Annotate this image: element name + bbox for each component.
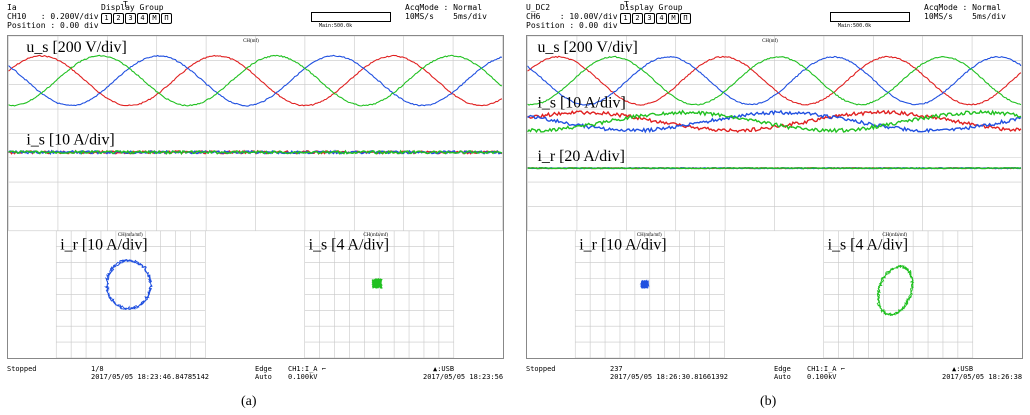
trigger-level: 0.100kV bbox=[288, 373, 318, 381]
label-is-xy: i_s [4 A/div] bbox=[828, 237, 908, 254]
sample-rate: 10MS/s 5ms/div bbox=[405, 12, 487, 21]
label-us: u_s [200 V/div] bbox=[26, 39, 126, 56]
scope-header: U_DC2 CH6 : 10.00V/div Position : 0.00 div… bbox=[522, 2, 1027, 36]
label-ir: i_r [20 A/div] bbox=[537, 148, 624, 165]
display-group-button-3[interactable]: 3 bbox=[644, 13, 655, 24]
channel-info: U_DC2 CH6 : 10.00V/div Position : 0.00 div bbox=[526, 3, 618, 30]
scope-panel-b: U_DC2 CH6 : 10.00V/div Position : 0.00 div… bbox=[522, 0, 1027, 415]
ir-phase-c-trace bbox=[528, 168, 1021, 169]
display-group: Display Group 1 2 3 4 M Π bbox=[101, 3, 172, 24]
label-us: u_s [200 V/div] bbox=[537, 39, 637, 56]
status-text: Stopped bbox=[526, 365, 556, 373]
trigger-level: 0.100kV bbox=[807, 373, 837, 381]
display-group-button-pi[interactable]: Π bbox=[680, 13, 691, 24]
acq-mode: AcqMode : Normal bbox=[924, 3, 1006, 12]
channel-position: Position : 0.00 div bbox=[7, 21, 99, 30]
display-group-button-1[interactable]: 1 bbox=[101, 13, 112, 24]
is-xy-trace bbox=[877, 265, 913, 315]
acquisition-info: AcqMode : Normal 10MS/s 5ms/div bbox=[924, 3, 1006, 21]
display-group-button-pi[interactable]: Π bbox=[161, 13, 172, 24]
channel-scale: CH6 : 10.00V/div bbox=[526, 12, 618, 21]
display-group-button-4[interactable]: 4 bbox=[137, 13, 148, 24]
figure-caption: (a) bbox=[241, 394, 257, 410]
math-label-top: CH(mf) bbox=[762, 39, 778, 44]
zoom-bar[interactable] bbox=[311, 12, 391, 22]
scope-display: CH(mf) u_s [200 V/div] i_s [10 A/div] i_… bbox=[526, 35, 1023, 359]
channel-info: Ia CH10 : 0.200V/div Position : 0.00 div bbox=[7, 3, 99, 30]
channel-name: Ia bbox=[7, 3, 99, 12]
scope-panel-a: Ia CH10 : 0.200V/div Position : 0.00 div D… bbox=[3, 0, 508, 415]
channel-position: Position : 0.00 div bbox=[526, 21, 618, 30]
zoom-bar[interactable] bbox=[830, 12, 910, 22]
trigger-marker[interactable]: T bbox=[123, 0, 128, 9]
ir-xy-trace bbox=[641, 280, 649, 288]
scope-footer: Stopped 1/8 2017/05/05 18:23:46.84785142… bbox=[3, 365, 508, 387]
display-group-title: Display Group bbox=[620, 3, 691, 12]
usb-indicator: ▲:USB bbox=[433, 365, 454, 373]
display-group: Display Group 1 2 3 4 M Π bbox=[620, 3, 691, 24]
label-ir-xy: i_r [10 A/div] bbox=[579, 237, 666, 254]
usb-indicator: ▲:USB bbox=[952, 365, 973, 373]
math-label-top: CH(mf) bbox=[243, 39, 259, 44]
acq-mode: AcqMode : Normal bbox=[405, 3, 487, 12]
display-group-button-4[interactable]: 4 bbox=[656, 13, 667, 24]
timestamp-acquire: 2017/05/05 18:26:30.81661392 bbox=[610, 373, 728, 381]
status-text: Stopped bbox=[7, 365, 37, 373]
label-is-xy: i_s [4 A/div] bbox=[309, 237, 389, 254]
trigger-marker[interactable]: T bbox=[624, 0, 629, 9]
display-group-title: Display Group bbox=[101, 3, 172, 12]
trigger-source: CH1:I_A ⌐ bbox=[288, 365, 326, 373]
display-group-button-3[interactable]: 3 bbox=[125, 13, 136, 24]
sample-rate: 10MS/s 5ms/div bbox=[924, 12, 1006, 21]
display-group-button-2[interactable]: 2 bbox=[113, 13, 124, 24]
scope-footer: Stopped 237 2017/05/05 18:26:30.81661392… bbox=[522, 365, 1027, 387]
display-group-button-1[interactable]: 1 bbox=[620, 13, 631, 24]
zoom-label: Main:500.0k bbox=[319, 22, 352, 31]
trigger-mode: Auto bbox=[255, 373, 272, 381]
trigger-type: Edge bbox=[774, 365, 791, 373]
timestamp-clock: 2017/05/05 18:23:56 bbox=[423, 373, 503, 381]
zoom-label: Main:500.0k bbox=[838, 22, 871, 31]
trigger-source: CH1:I_A ⌐ bbox=[807, 365, 845, 373]
ir-xy-trace bbox=[106, 260, 153, 310]
is-xy-trace bbox=[372, 279, 382, 288]
scope-header: Ia CH10 : 0.200V/div Position : 0.00 div D… bbox=[3, 2, 508, 36]
trigger-mode: Auto bbox=[774, 373, 791, 381]
label-is: i_s [10 A/div] bbox=[26, 131, 114, 148]
acquisition-info: AcqMode : Normal 10MS/s 5ms/div bbox=[405, 3, 487, 21]
grid-top bbox=[528, 36, 1022, 231]
timestamp-acquire: 2017/05/05 18:23:46.84785142 bbox=[91, 373, 209, 381]
trigger-type: Edge bbox=[255, 365, 272, 373]
scope-display: CH(mf) u_s [200 V/div] i_s [10 A/div] CH… bbox=[7, 35, 504, 359]
display-group-button-2[interactable]: 2 bbox=[632, 13, 643, 24]
timestamp-clock: 2017/05/05 18:26:38 bbox=[942, 373, 1022, 381]
figure-caption: (b) bbox=[760, 394, 776, 410]
acquisition-count: 1/8 bbox=[91, 365, 104, 373]
label-is: i_s [10 A/div] bbox=[537, 95, 625, 112]
display-group-button-m[interactable]: M bbox=[668, 13, 679, 24]
display-group-button-m[interactable]: M bbox=[149, 13, 160, 24]
channel-name: U_DC2 bbox=[526, 3, 618, 12]
channel-scale: CH10 : 0.200V/div bbox=[7, 12, 99, 21]
acquisition-count: 237 bbox=[610, 365, 623, 373]
label-ir-xy: i_r [10 A/div] bbox=[60, 237, 147, 254]
